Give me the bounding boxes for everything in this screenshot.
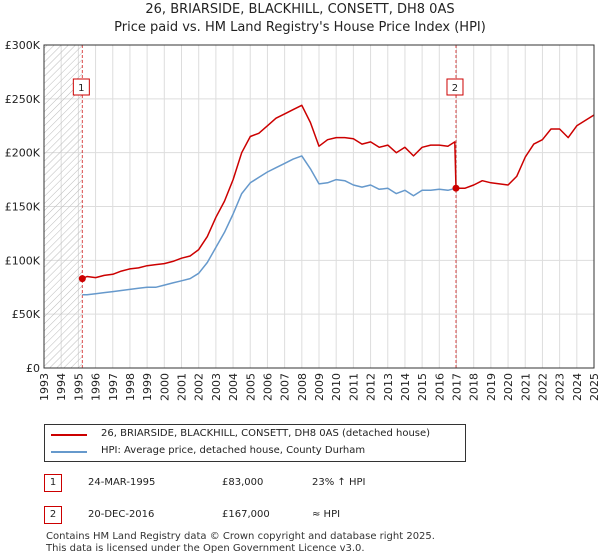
x-tick-label: 2002 xyxy=(193,373,206,401)
x-tick-label: 2018 xyxy=(468,373,481,401)
x-tick-label: 2023 xyxy=(554,373,567,401)
x-tick-label: 2013 xyxy=(382,373,395,401)
price-paid-line xyxy=(81,104,595,280)
y-tick-label: £50K xyxy=(12,308,41,321)
transaction-hpi-comparison: ≈ HPI xyxy=(312,509,341,520)
hpi-line xyxy=(82,155,457,296)
x-tick-label: 2001 xyxy=(176,373,189,401)
y-tick-label: £0 xyxy=(26,362,40,375)
legend-swatch-hpi xyxy=(51,451,87,453)
legend-label-hpi: HPI: Average price, detached house, Coun… xyxy=(101,445,366,456)
x-tick-label: 2010 xyxy=(330,373,343,401)
sale-label: 2 xyxy=(452,83,458,94)
transaction-date: 20-DEC-2016 xyxy=(88,509,155,520)
y-tick-label: £200K xyxy=(5,147,41,160)
sale-label: 1 xyxy=(78,83,84,94)
sale-label-box xyxy=(72,78,90,96)
x-tick-label: 2006 xyxy=(261,373,274,401)
x-tick-label: 2020 xyxy=(502,373,515,401)
y-tick-label: £300K xyxy=(5,39,41,52)
chart-subtitle: Price paid vs. HM Land Registry's House … xyxy=(114,20,486,35)
x-tick-label: 2015 xyxy=(416,373,429,401)
x-tick-label: 2025 xyxy=(588,373,600,401)
transaction-price: £167,000 xyxy=(222,509,270,520)
x-tick-label: 2009 xyxy=(313,373,326,401)
y-tick-label: £150K xyxy=(5,201,41,214)
footer-copyright: Contains HM Land Registry data © Crown c… xyxy=(46,531,435,542)
sale-point xyxy=(78,275,86,283)
chart-legend: 26, BRIARSIDE, BLACKHILL, CONSETT, DH8 0… xyxy=(44,424,466,462)
legend-label-price-paid: 26, BRIARSIDE, BLACKHILL, CONSETT, DH8 0… xyxy=(101,428,431,439)
legend-swatch-price-paid xyxy=(51,434,87,436)
x-tick-label: 2003 xyxy=(210,373,223,401)
x-tick-label: 1998 xyxy=(124,373,137,401)
x-tick-label: 2017 xyxy=(451,373,464,401)
y-tick-label: £250K xyxy=(5,93,41,106)
x-tick-label: 1993 xyxy=(38,373,51,401)
x-tick-label: 2022 xyxy=(536,373,549,401)
x-tick-label: 1995 xyxy=(72,373,85,401)
transaction-price: £83,000 xyxy=(222,477,264,488)
x-tick-label: 2005 xyxy=(244,373,257,401)
x-tick-label: 1996 xyxy=(90,373,103,401)
pre-purchase-hatch xyxy=(44,45,83,368)
sale-point xyxy=(452,184,460,192)
x-tick-label: 2012 xyxy=(365,373,378,401)
transaction-number-badge: 1 xyxy=(44,474,62,492)
plot-frame xyxy=(43,44,595,369)
footer-licence: This data is licensed under the Open Gov… xyxy=(46,543,365,554)
x-tick-label: 1997 xyxy=(107,373,120,401)
transaction-number-badge: 2 xyxy=(44,506,62,524)
x-tick-label: 2024 xyxy=(571,373,584,401)
x-tick-label: 2007 xyxy=(279,373,292,401)
price-chart: £0 £50K £100K £150K £200K £250K £300K 1993 1994 1… xyxy=(5,39,600,401)
sale-label-box xyxy=(446,78,464,96)
x-tick-label: 2014 xyxy=(399,373,412,401)
x-tick-label: 2004 xyxy=(227,373,240,401)
chart-title: 26, BRIARSIDE, BLACKHILL, CONSETT, DH8 0… xyxy=(145,2,455,17)
x-tick-label: 2008 xyxy=(296,373,309,401)
x-tick-label: 2019 xyxy=(485,373,498,401)
x-tick-label: 1999 xyxy=(141,373,154,401)
x-tick-label: 2016 xyxy=(433,373,446,401)
x-tick-label: 1994 xyxy=(55,373,68,401)
x-tick-label: 2000 xyxy=(158,373,171,401)
y-tick-label: £100K xyxy=(5,254,41,267)
x-tick-label: 2011 xyxy=(347,373,360,401)
transaction-date: 24-MAR-1995 xyxy=(88,477,156,488)
x-tick-label: 2021 xyxy=(519,373,532,401)
transaction-hpi-comparison: 23% ↑ HPI xyxy=(312,477,366,488)
